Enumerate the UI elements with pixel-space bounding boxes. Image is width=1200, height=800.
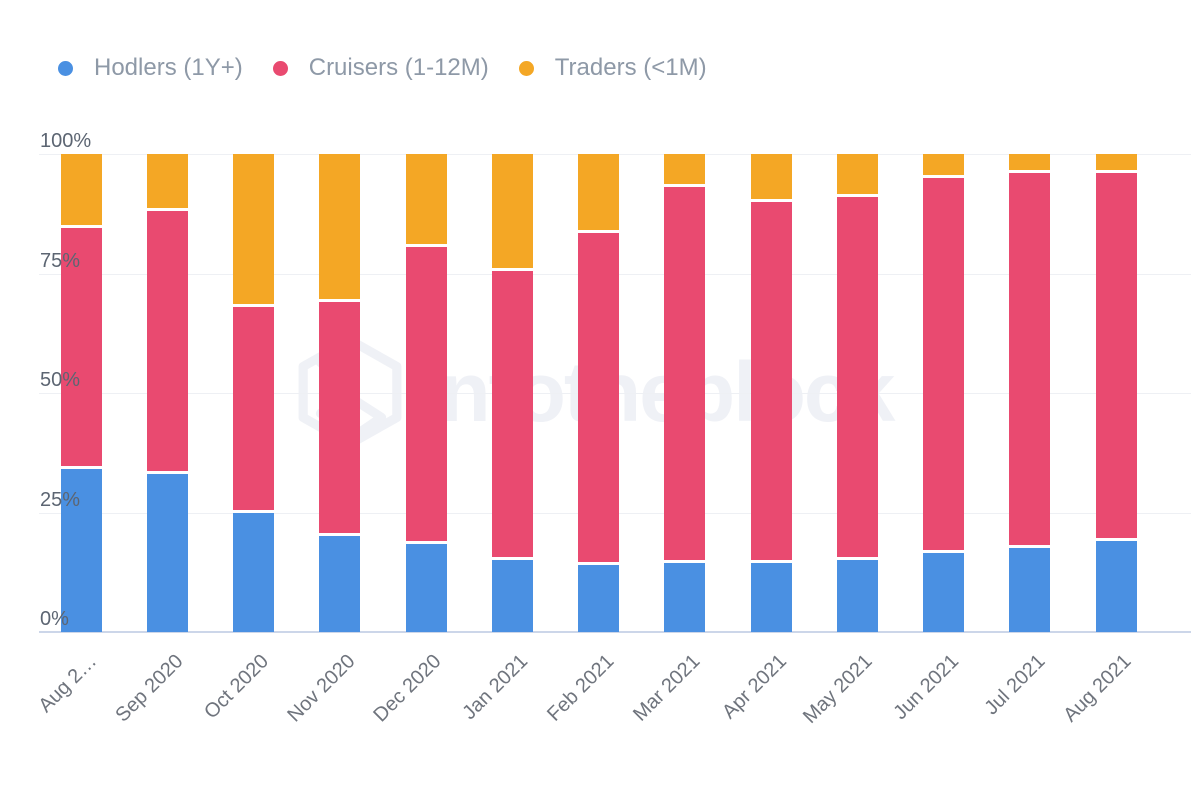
- x-axis-label: Aug 2…: [34, 650, 101, 717]
- legend-marker-hodlers-icon: [58, 60, 73, 76]
- y-axis-label: 75%: [40, 249, 81, 272]
- segment-traders-1m[interactable]: [233, 154, 274, 307]
- segment-hodlers-1y[interactable]: [923, 553, 964, 632]
- segment-cruisers-1-12m[interactable]: [1009, 173, 1051, 549]
- segment-cruisers-1-12m[interactable]: [750, 201, 792, 563]
- segment-cruisers-1-12m[interactable]: [491, 271, 533, 561]
- segment-traders-1m[interactable]: [146, 154, 188, 212]
- segment-traders-1m[interactable]: [319, 154, 361, 303]
- segment-traders-1m[interactable]: [664, 154, 706, 188]
- segment-cruisers-1-12m[interactable]: [664, 187, 706, 563]
- x-axis-label: Nov 2020: [283, 650, 360, 727]
- y-axis-label: 0%: [40, 608, 69, 630]
- y-axis-label: 50%: [40, 369, 81, 391]
- bar-jun-2021[interactable]: [923, 154, 964, 632]
- segment-hodlers-1y[interactable]: [836, 560, 878, 632]
- y-axis-label: 100%: [40, 130, 92, 152]
- segment-hodlers-1y[interactable]: [578, 565, 619, 632]
- x-axis-label: May 2021: [799, 650, 878, 728]
- segment-cruisers-1-12m[interactable]: [233, 306, 274, 513]
- segment-cruisers-1-12m[interactable]: [146, 211, 188, 475]
- y-axis-label: 25%: [40, 488, 81, 511]
- segment-traders-1m[interactable]: [1095, 154, 1137, 174]
- x-axis-label: Oct 2020: [200, 650, 274, 724]
- segment-traders-1m[interactable]: [405, 154, 447, 248]
- bar-apr-2021[interactable]: [750, 154, 792, 632]
- bar-jul-2021[interactable]: [1009, 154, 1051, 632]
- segment-cruisers-1-12m[interactable]: [60, 228, 102, 470]
- x-axis-label: Mar 2021: [629, 650, 705, 726]
- segment-cruisers-1-12m[interactable]: [578, 232, 619, 566]
- plot-area: [0, 154, 1200, 632]
- segment-hodlers-1y[interactable]: [60, 469, 102, 632]
- x-axis-label: Sep 2020: [110, 650, 188, 727]
- segment-hodlers-1y[interactable]: [146, 474, 188, 632]
- legend-marker-cruisers-icon: [272, 60, 288, 76]
- segment-traders-1m[interactable]: [60, 154, 102, 229]
- legend-item-hodlers[interactable]: Hodlers (1Y+): [58, 56, 243, 80]
- segment-hodlers-1y[interactable]: [664, 562, 706, 632]
- segment-traders-1m[interactable]: [491, 154, 533, 272]
- segment-traders-1m[interactable]: [923, 154, 964, 178]
- legend-item-cruisers[interactable]: Cruisers (1-12M): [272, 54, 489, 81]
- segment-hodlers-1y[interactable]: [750, 562, 792, 632]
- bar-aug-2021[interactable]: [1095, 154, 1137, 632]
- x-axis-label: Jan 2021: [458, 650, 533, 725]
- bar-jan-2021[interactable]: [491, 154, 533, 632]
- segment-traders-1m[interactable]: [750, 154, 792, 202]
- segment-hodlers-1y[interactable]: [491, 560, 533, 632]
- legend-label-hodlers: Hodlers (1Y+): [94, 54, 243, 81]
- x-axis-label: Feb 2021: [543, 650, 619, 726]
- legend-label-traders: Traders (<1M): [554, 54, 707, 81]
- x-axis-label: Jun 2021: [889, 650, 964, 725]
- x-axis-label: Aug 2021: [1059, 650, 1136, 727]
- x-axis-label: Dec 2020: [369, 650, 446, 727]
- bar-sep-2020[interactable]: [146, 154, 188, 632]
- segment-cruisers-1-12m[interactable]: [836, 197, 878, 561]
- segment-cruisers-1-12m[interactable]: [1095, 173, 1137, 542]
- bar-oct-2020[interactable]: [233, 154, 274, 632]
- segment-hodlers-1y[interactable]: [233, 512, 274, 632]
- segment-hodlers-1y[interactable]: [319, 536, 361, 632]
- bar-feb-2021[interactable]: [578, 154, 619, 632]
- segment-traders-1m[interactable]: [836, 154, 878, 198]
- bar-nov-2020[interactable]: [319, 154, 361, 632]
- bar-may-2021[interactable]: [836, 154, 878, 632]
- legend-label-cruisers: Cruisers (1-12M): [308, 54, 489, 81]
- bar-aug-2[interactable]: [60, 154, 102, 632]
- bar-mar-2021[interactable]: [664, 154, 706, 632]
- segment-cruisers-1-12m[interactable]: [923, 177, 964, 554]
- x-axis-line: [39, 631, 1191, 633]
- segment-traders-1m[interactable]: [578, 154, 619, 233]
- legend-item-traders[interactable]: Traders (<1M): [518, 54, 707, 81]
- segment-cruisers-1-12m[interactable]: [319, 302, 361, 537]
- x-axis-label: Jul 2021: [980, 650, 1050, 720]
- segment-cruisers-1-12m[interactable]: [405, 247, 447, 544]
- chart-legend: Hodlers (1Y+) Cruisers (1-12M) Traders (…: [58, 56, 707, 80]
- segment-hodlers-1y[interactable]: [405, 543, 447, 632]
- bar-dec-2020[interactable]: [405, 154, 447, 632]
- segment-hodlers-1y[interactable]: [1009, 548, 1051, 632]
- x-axis-label: Apr 2021: [717, 650, 791, 724]
- legend-marker-traders-icon: [518, 60, 534, 76]
- segment-hodlers-1y[interactable]: [1095, 541, 1137, 632]
- segment-traders-1m[interactable]: [1009, 154, 1051, 174]
